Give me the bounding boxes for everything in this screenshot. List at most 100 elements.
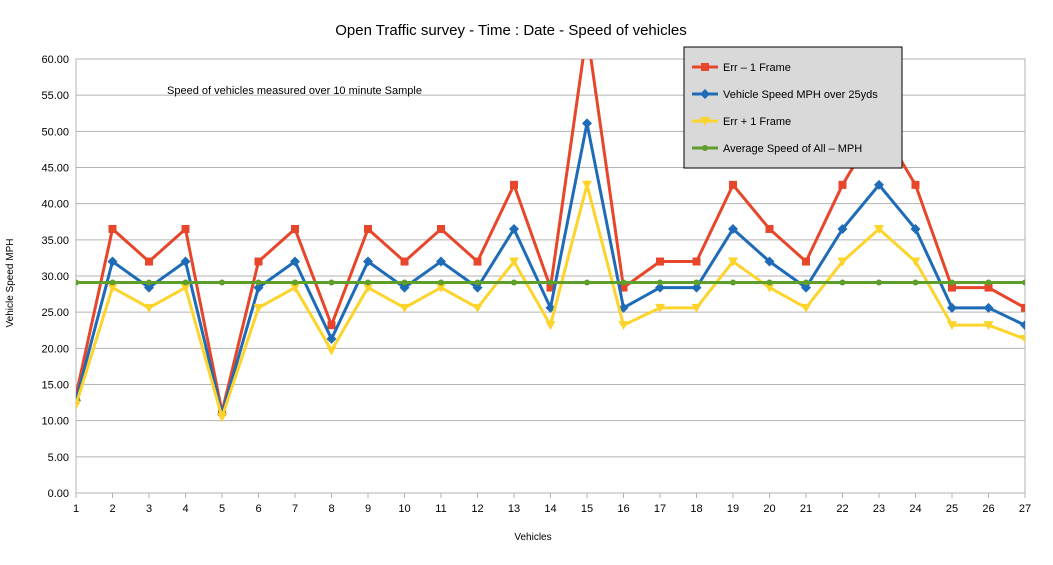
data-point bbox=[730, 279, 736, 286]
x-axis-title: Vehicles bbox=[514, 532, 551, 543]
data-point bbox=[947, 321, 957, 331]
data-point bbox=[948, 283, 956, 292]
data-point bbox=[801, 282, 811, 293]
data-point bbox=[107, 283, 118, 293]
data-point bbox=[984, 283, 993, 292]
data-point bbox=[947, 302, 957, 313]
data-point bbox=[436, 283, 446, 293]
x-tick-label: 26 bbox=[982, 503, 994, 515]
y-tick-label: 15.00 bbox=[41, 380, 69, 392]
x-tick-label: 12 bbox=[471, 503, 483, 515]
y-tick-label: 30.00 bbox=[41, 271, 69, 283]
data-point bbox=[693, 279, 700, 286]
data-point bbox=[765, 224, 774, 233]
legend-marker bbox=[700, 89, 710, 99]
data-point bbox=[472, 282, 483, 293]
y-tick-label: 60.00 bbox=[41, 54, 69, 66]
data-point bbox=[1020, 334, 1025, 344]
x-tick-label: 7 bbox=[292, 503, 298, 515]
x-tick-label: 21 bbox=[800, 503, 812, 515]
x-tick-label: 3 bbox=[146, 503, 152, 515]
data-point bbox=[801, 303, 811, 313]
x-tick-label: 9 bbox=[365, 503, 371, 515]
data-point bbox=[326, 333, 337, 344]
legend-item: Err + 1 Frame bbox=[692, 116, 791, 128]
y-tick-label: 5.00 bbox=[48, 452, 69, 464]
data-point bbox=[511, 279, 517, 286]
data-point bbox=[1020, 320, 1025, 331]
legend-marker bbox=[700, 117, 710, 126]
legend-box bbox=[683, 46, 903, 169]
data-point bbox=[729, 180, 737, 189]
data-point bbox=[983, 302, 994, 313]
data-point bbox=[728, 223, 738, 234]
x-tick-label: 23 bbox=[873, 503, 885, 515]
data-point bbox=[728, 257, 738, 267]
data-point bbox=[802, 257, 810, 266]
data-point bbox=[655, 282, 665, 293]
legend-label: Err + 1 Frame bbox=[723, 116, 791, 128]
legend-marker bbox=[702, 145, 708, 151]
data-point bbox=[401, 279, 408, 286]
data-point bbox=[144, 282, 154, 293]
data-point bbox=[582, 118, 592, 129]
data-point bbox=[691, 282, 702, 293]
data-point bbox=[472, 303, 483, 313]
data-point bbox=[76, 279, 79, 286]
data-point bbox=[473, 257, 482, 266]
data-point bbox=[327, 321, 336, 330]
data-point bbox=[912, 279, 919, 286]
data-point bbox=[254, 257, 263, 266]
x-tick-label: 27 bbox=[1019, 503, 1031, 515]
data-point bbox=[109, 279, 116, 286]
y-tick-label: 40.00 bbox=[41, 199, 69, 211]
x-tick-label: 8 bbox=[328, 503, 334, 515]
plot-frame bbox=[75, 58, 1026, 494]
x-tick-label: 22 bbox=[836, 503, 848, 515]
legend-label: Average Speed of All – MPH bbox=[723, 143, 862, 155]
data-point bbox=[181, 224, 190, 233]
data-point bbox=[399, 282, 410, 293]
x-tick-label: 13 bbox=[508, 503, 520, 515]
data-point bbox=[656, 257, 664, 266]
legend-label: Err – 1 Frame bbox=[723, 62, 791, 74]
y-tick-label: 50.00 bbox=[41, 126, 69, 138]
data-point bbox=[76, 400, 81, 410]
data-point bbox=[764, 256, 775, 267]
data-point bbox=[874, 179, 884, 190]
data-point bbox=[838, 180, 847, 189]
data-point bbox=[546, 283, 555, 292]
data-point bbox=[146, 279, 152, 286]
series-3 bbox=[76, 279, 1025, 286]
data-point bbox=[618, 321, 629, 331]
data-point bbox=[1022, 279, 1025, 286]
data-point bbox=[363, 283, 373, 293]
x-tick-label: 25 bbox=[946, 503, 958, 515]
x-tick-label: 19 bbox=[727, 503, 739, 515]
y-tick-label: 35.00 bbox=[41, 235, 69, 247]
data-point bbox=[837, 223, 848, 234]
data-point bbox=[692, 257, 701, 266]
x-tick-label: 14 bbox=[544, 503, 556, 515]
data-point bbox=[253, 282, 264, 293]
data-point bbox=[509, 257, 519, 267]
data-point bbox=[108, 224, 117, 233]
legend: Err – 1 Frame Vehicle Speed MPH over 25yd… bbox=[683, 46, 903, 169]
data-point bbox=[949, 279, 955, 286]
data-point bbox=[400, 257, 409, 266]
data-point bbox=[365, 279, 371, 286]
data-point bbox=[219, 279, 225, 286]
x-axis-ticks: 1 2 3 4 5 6 7 8 9 10 11 12 13 14 15 16 17 18 19 20 21 22 23 24 2… bbox=[73, 493, 1031, 515]
x-tick-label: 11 bbox=[435, 503, 446, 515]
x-tick-label: 6 bbox=[255, 503, 261, 515]
data-point bbox=[328, 279, 335, 286]
data-point bbox=[764, 283, 775, 293]
data-point bbox=[180, 283, 191, 293]
y-axis-ticks: 0.00 5.00 10.00 15.00 20.00 25.00 30.00 35.00 40… bbox=[41, 54, 69, 500]
legend-marker bbox=[701, 63, 709, 71]
data-point bbox=[255, 279, 262, 286]
data-point bbox=[766, 279, 773, 286]
x-tick-label: 16 bbox=[617, 503, 629, 515]
data-point bbox=[657, 279, 663, 286]
